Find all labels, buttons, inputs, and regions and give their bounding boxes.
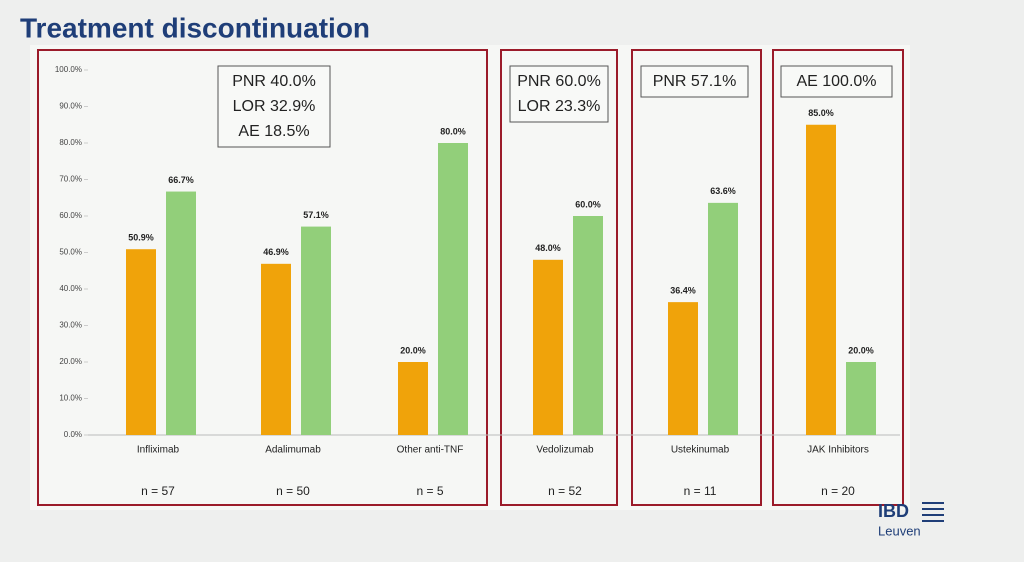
x-tick-label: Other anti-TNF <box>397 445 464 456</box>
x-tick-label: Vedolizumab <box>536 445 594 456</box>
value-label: 66.7% <box>168 175 194 185</box>
bar <box>126 249 156 435</box>
x-tick-label: JAK Inhibitors <box>807 445 869 456</box>
annotation-text: PNR 40.0% <box>232 73 316 90</box>
x-tick-label: Infliximab <box>137 445 180 456</box>
group-box <box>37 49 488 506</box>
annotation-text: PNR 57.1% <box>653 73 737 90</box>
bar <box>708 202 738 435</box>
bar <box>846 362 876 435</box>
value-label: 85.0% <box>808 108 834 118</box>
y-tick-label: 0.0% <box>64 430 82 439</box>
y-tick-label: 40.0% <box>59 284 82 293</box>
n-label: n = 57 <box>141 484 175 498</box>
y-tick-label: 70.0% <box>59 175 82 184</box>
annotation-box <box>780 65 893 98</box>
value-label: 20.0% <box>400 345 426 355</box>
bar <box>261 263 291 435</box>
annotation-box <box>640 65 749 98</box>
n-label: n = 52 <box>548 484 582 498</box>
y-tick-label: 60.0% <box>59 211 82 220</box>
annotation-box <box>217 65 331 148</box>
value-label: 46.9% <box>263 247 289 257</box>
y-tick-label: 30.0% <box>59 321 82 330</box>
y-tick-label: 100.0% <box>55 65 82 74</box>
logo-text: Leuven <box>878 523 921 538</box>
y-tick-label: 80.0% <box>59 138 82 147</box>
bar <box>668 302 698 435</box>
annotation-text: PNR 60.0% <box>517 73 601 90</box>
annotation-text: LOR 23.3% <box>518 98 601 115</box>
value-label: 50.9% <box>128 233 154 243</box>
chart-title: Treatment discontinuation <box>20 12 370 43</box>
group-box <box>500 49 618 506</box>
y-tick-label: 50.0% <box>59 248 82 257</box>
x-tick-label: Ustekinumab <box>671 445 730 456</box>
n-label: n = 20 <box>821 484 855 498</box>
y-tick-label: 90.0% <box>59 102 82 111</box>
annotation-text: AE 18.5% <box>238 123 309 140</box>
plot-background <box>30 45 910 510</box>
x-tick-label: Adalimumab <box>265 445 321 456</box>
n-label: n = 5 <box>416 484 443 498</box>
group-box <box>631 49 762 506</box>
y-tick-label: 20.0% <box>59 357 82 366</box>
value-label: 63.6% <box>710 186 736 196</box>
logo-icon <box>922 502 944 522</box>
value-label: 60.0% <box>575 199 601 209</box>
value-label: 20.0% <box>848 345 874 355</box>
bar <box>533 259 563 435</box>
bar <box>166 191 196 435</box>
value-label: 36.4% <box>670 286 696 296</box>
bar <box>806 124 836 435</box>
n-label: n = 50 <box>276 484 310 498</box>
value-label: 57.1% <box>303 210 329 220</box>
bar <box>301 226 331 435</box>
annotation-text: AE 100.0% <box>796 73 876 90</box>
value-label: 48.0% <box>535 243 561 253</box>
value-label: 80.0% <box>440 126 466 136</box>
n-label: n = 11 <box>684 484 717 498</box>
y-tick-label: 10.0% <box>59 394 82 403</box>
bar <box>438 143 468 435</box>
bar <box>398 362 428 435</box>
logo-text: IBD <box>878 501 909 521</box>
annotation-text: LOR 32.9% <box>233 98 316 115</box>
group-box <box>772 49 904 506</box>
bar <box>573 216 603 435</box>
annotation-box <box>509 65 609 123</box>
